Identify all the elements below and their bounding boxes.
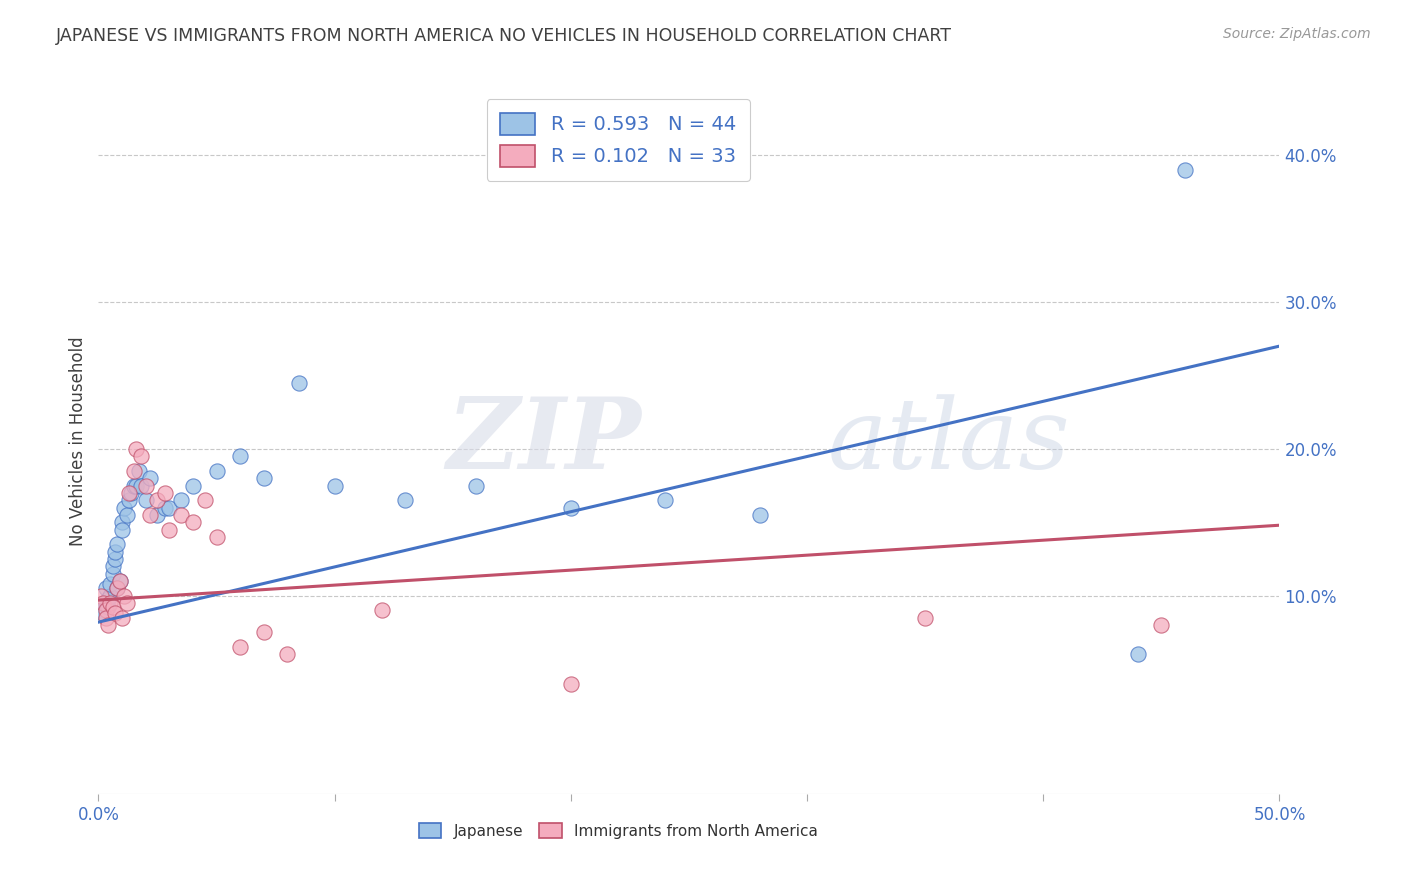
Point xyxy=(170,508,193,522)
Point xyxy=(101,566,124,581)
Legend: Japanese, Immigrants from North America: Japanese, Immigrants from North America xyxy=(411,815,825,847)
Point xyxy=(90,589,112,603)
Point xyxy=(104,607,127,621)
Point xyxy=(229,640,252,654)
Point xyxy=(170,493,193,508)
Point xyxy=(153,486,176,500)
Point xyxy=(1174,163,1197,178)
Text: JAPANESE VS IMMIGRANTS FROM NORTH AMERICA NO VEHICLES IN HOUSEHOLD CORRELATION C: JAPANESE VS IMMIGRANTS FROM NORTH AMERIC… xyxy=(56,27,952,45)
Point xyxy=(121,486,143,500)
Point xyxy=(157,500,180,515)
Point xyxy=(105,582,128,596)
Point xyxy=(111,516,134,530)
Point xyxy=(139,471,162,485)
Text: ZIP: ZIP xyxy=(447,393,641,490)
Point xyxy=(153,500,176,515)
Point xyxy=(97,618,120,632)
Point xyxy=(654,493,676,508)
Point xyxy=(253,471,276,485)
Point xyxy=(194,493,217,508)
Point xyxy=(90,603,112,617)
Point xyxy=(1126,648,1149,662)
Point xyxy=(181,478,204,492)
Point xyxy=(125,478,148,492)
Point xyxy=(108,574,131,588)
Point xyxy=(1150,618,1173,632)
Point xyxy=(129,449,152,463)
Point xyxy=(101,600,124,615)
Point xyxy=(104,544,127,558)
Point xyxy=(560,500,582,515)
Point xyxy=(91,596,114,610)
Point xyxy=(94,582,117,596)
Point xyxy=(135,478,157,492)
Point xyxy=(229,449,252,463)
Point xyxy=(394,493,416,508)
Point xyxy=(181,516,204,530)
Point xyxy=(205,530,228,544)
Y-axis label: No Vehicles in Household: No Vehicles in Household xyxy=(69,336,87,547)
Point xyxy=(253,625,276,640)
Point xyxy=(122,478,145,492)
Point xyxy=(276,648,298,662)
Point xyxy=(94,610,117,624)
Point xyxy=(914,610,936,624)
Point xyxy=(105,537,128,551)
Point xyxy=(465,478,488,492)
Point xyxy=(118,493,141,508)
Point xyxy=(98,589,121,603)
Point xyxy=(146,493,169,508)
Point xyxy=(288,376,311,390)
Point xyxy=(112,500,135,515)
Point xyxy=(128,464,150,478)
Point xyxy=(91,607,114,621)
Point xyxy=(108,574,131,588)
Point xyxy=(129,478,152,492)
Point xyxy=(115,508,138,522)
Point xyxy=(122,464,145,478)
Point xyxy=(125,442,148,456)
Text: atlas: atlas xyxy=(827,394,1070,489)
Point xyxy=(118,486,141,500)
Point xyxy=(98,596,121,610)
Point xyxy=(104,552,127,566)
Point xyxy=(97,600,120,615)
Point xyxy=(112,589,135,603)
Text: Source: ZipAtlas.com: Source: ZipAtlas.com xyxy=(1223,27,1371,41)
Point xyxy=(371,603,394,617)
Point xyxy=(105,582,128,596)
Point xyxy=(135,493,157,508)
Point xyxy=(157,523,180,537)
Point xyxy=(94,596,117,610)
Point xyxy=(748,508,770,522)
Point xyxy=(94,603,117,617)
Point xyxy=(323,478,346,492)
Point xyxy=(560,677,582,691)
Point xyxy=(101,559,124,574)
Point xyxy=(205,464,228,478)
Point xyxy=(111,523,134,537)
Point xyxy=(146,508,169,522)
Point xyxy=(111,610,134,624)
Point xyxy=(98,577,121,591)
Point xyxy=(139,508,162,522)
Point xyxy=(97,591,120,606)
Point xyxy=(115,596,138,610)
